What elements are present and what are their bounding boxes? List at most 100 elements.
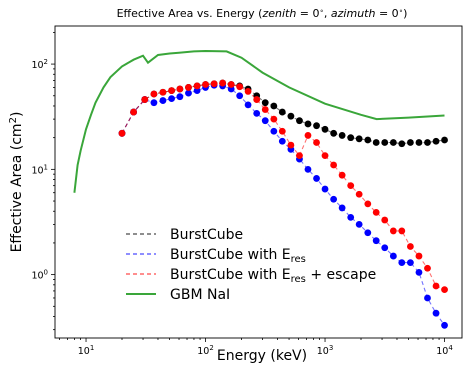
data-point [432, 137, 440, 145]
data-point [398, 140, 406, 148]
x-tick-label: 101 [78, 344, 95, 357]
data-point [278, 108, 286, 116]
data-point [338, 204, 346, 212]
data-point [406, 259, 414, 267]
data-point [236, 83, 244, 91]
data-point [176, 85, 184, 93]
data-point [193, 87, 201, 94]
data-point [432, 309, 440, 317]
chart-title: Effective Area vs. Energy (zenith = 0∘, … [117, 7, 408, 20]
data-point [355, 220, 363, 228]
x-tick-label: 102 [197, 344, 214, 357]
data-point [321, 152, 329, 160]
data-point [236, 92, 244, 100]
data-point [118, 129, 126, 137]
series-line [73, 49, 445, 193]
data-point [330, 161, 338, 169]
data-point [330, 195, 338, 203]
data-point [304, 120, 312, 128]
data-point [321, 125, 329, 133]
legend-label: GBM NaI [170, 287, 230, 303]
data-point [219, 79, 227, 87]
data-point [244, 101, 252, 109]
data-point [381, 244, 389, 252]
data-point [338, 171, 346, 179]
legend-label: BurstCube with Eres + escape [170, 267, 376, 285]
data-point [159, 88, 167, 96]
data-point [347, 134, 355, 142]
x-tick-label: 104 [436, 344, 453, 357]
y-tick-label: 102 [31, 58, 48, 71]
data-point [372, 237, 380, 245]
data-point [406, 243, 414, 250]
x-tick-label: 103 [317, 344, 334, 357]
legend-label: BurstCube with Eres [170, 247, 306, 265]
data-point [364, 136, 372, 144]
data-point [415, 268, 423, 276]
data-point [159, 97, 167, 104]
data-point [347, 213, 355, 221]
data-point [355, 190, 363, 198]
data-point [355, 135, 363, 143]
data-point [381, 216, 389, 224]
data-point [193, 82, 201, 90]
data-point [313, 122, 320, 130]
data-point [347, 182, 355, 190]
data-point [441, 136, 448, 144]
data-point [278, 127, 286, 135]
data-point [176, 93, 184, 101]
data-point [287, 112, 295, 120]
y-axis-label: Effective Area (cm2) [8, 112, 25, 253]
series-3 [73, 49, 445, 193]
data-point [415, 139, 423, 146]
data-point [304, 132, 312, 139]
data-point [150, 90, 158, 98]
data-point [296, 117, 303, 125]
data-point [287, 141, 295, 149]
data-point [313, 139, 320, 146]
data-point [261, 99, 269, 107]
data-point [227, 81, 235, 88]
data-point [406, 139, 414, 146]
data-point [424, 264, 431, 272]
data-point [185, 84, 192, 91]
data-point [389, 227, 397, 235]
data-point [330, 129, 338, 137]
series-layer [73, 49, 448, 329]
data-point [389, 139, 397, 146]
data-point [296, 152, 303, 160]
data-point [304, 165, 312, 173]
data-point [424, 294, 431, 302]
data-point [441, 321, 448, 329]
data-point [261, 106, 269, 113]
data-point [313, 175, 320, 182]
y-tick-label: 100 [31, 269, 48, 282]
data-point [381, 139, 389, 146]
data-point [261, 117, 269, 125]
plot-frame [54, 25, 463, 339]
data-point [398, 227, 406, 235]
axis-ticks: 101 102 103 104 100 101 102 [31, 31, 453, 357]
data-point [185, 89, 192, 97]
series-0 [118, 79, 448, 148]
data-point [364, 200, 372, 208]
legend: BurstCube BurstCube with Eres BurstCube wi… [126, 227, 376, 303]
data-point [210, 80, 218, 88]
data-point [202, 81, 209, 88]
data-point [168, 87, 175, 94]
data-point [372, 208, 380, 216]
data-point [150, 99, 158, 107]
data-point [244, 88, 252, 95]
data-point [253, 96, 261, 103]
data-point [389, 252, 397, 260]
y-tick-label: 101 [31, 163, 48, 176]
data-point [270, 127, 278, 135]
data-point [270, 115, 278, 123]
data-point [424, 139, 431, 146]
data-point [398, 259, 406, 267]
data-point [278, 137, 286, 145]
data-point [415, 252, 423, 260]
data-point [321, 185, 329, 193]
data-point [130, 108, 137, 116]
